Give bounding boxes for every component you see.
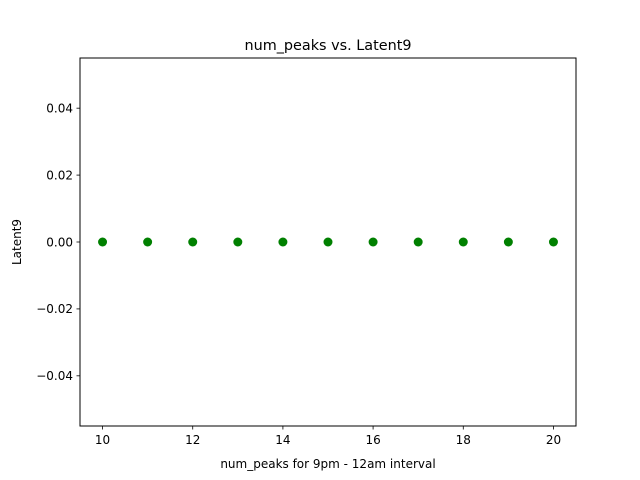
x-tick-label: 12 — [185, 433, 200, 447]
x-tick-label: 14 — [275, 433, 290, 447]
y-tick-label: 0.04 — [46, 101, 73, 115]
y-tick-label: −0.02 — [36, 302, 73, 316]
plot-area-frame — [79, 57, 577, 427]
scatter-point — [413, 237, 423, 247]
y-tick-label: 0.02 — [46, 168, 73, 182]
scatter-point — [233, 237, 243, 247]
x-tick-label: 16 — [365, 433, 380, 447]
x-tick-label: 20 — [546, 433, 561, 447]
y-axis-ticks: −0.04 −0.02 0.00 0.02 0.04 — [36, 101, 80, 383]
scatter-point — [503, 237, 513, 247]
x-axis-label: num_peaks for 9pm - 12am interval — [220, 457, 435, 471]
x-axis-ticks: 10 12 14 16 18 20 — [95, 426, 561, 447]
scatter-point — [323, 237, 333, 247]
chart-title: num_peaks vs. Latent9 — [244, 38, 411, 54]
x-tick-label: 18 — [456, 433, 471, 447]
y-tick-label: −0.04 — [36, 369, 73, 383]
scatter-point — [458, 237, 468, 247]
y-axis-label: Latent9 — [10, 219, 24, 265]
scatter-point — [548, 237, 558, 247]
scatter-point — [143, 237, 153, 247]
scatter-point — [368, 237, 378, 247]
data-points — [98, 237, 558, 247]
x-tick-label: 10 — [95, 433, 110, 447]
scatter-point — [188, 237, 198, 247]
y-tick-label: 0.00 — [46, 235, 73, 249]
scatter-point — [278, 237, 288, 247]
scatter-point — [98, 237, 108, 247]
